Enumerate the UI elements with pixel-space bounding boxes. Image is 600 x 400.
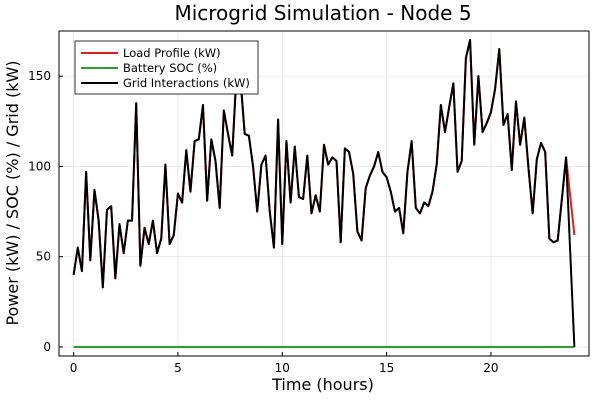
x-tick-label: 0 bbox=[70, 361, 78, 375]
legend-entry: Load Profile (kW) bbox=[123, 46, 221, 60]
y-tick-label: 50 bbox=[36, 250, 51, 264]
y-tick-label: 0 bbox=[43, 340, 51, 354]
legend-entry: Grid Interactions (kW) bbox=[123, 76, 250, 90]
x-ticks: 0 5 10 15 20 bbox=[70, 352, 499, 375]
x-tick-label: 20 bbox=[483, 361, 498, 375]
chart-title: Microgrid Simulation - Node 5 bbox=[174, 1, 471, 25]
series-line-3 bbox=[72, 39, 576, 348]
y-tick-label: 100 bbox=[28, 159, 51, 173]
series-layer bbox=[72, 39, 576, 348]
y-ticks: 0 50 100 150 bbox=[28, 69, 63, 354]
x-axis-label: Time (hours) bbox=[271, 375, 374, 394]
legend-entry: Battery SOC (%) bbox=[123, 61, 217, 75]
x-tick-label: 15 bbox=[379, 361, 394, 375]
x-tick-label: 10 bbox=[275, 361, 290, 375]
y-axis-label: Power (kW) / SOC (%) / Grid (kW) bbox=[3, 60, 22, 325]
plot-frame bbox=[58, 30, 590, 357]
legend: Load Profile (kW)Battery SOC (%)Grid Int… bbox=[74, 40, 259, 95]
x-tick-label: 5 bbox=[174, 361, 182, 375]
y-tick-label: 150 bbox=[28, 69, 51, 83]
